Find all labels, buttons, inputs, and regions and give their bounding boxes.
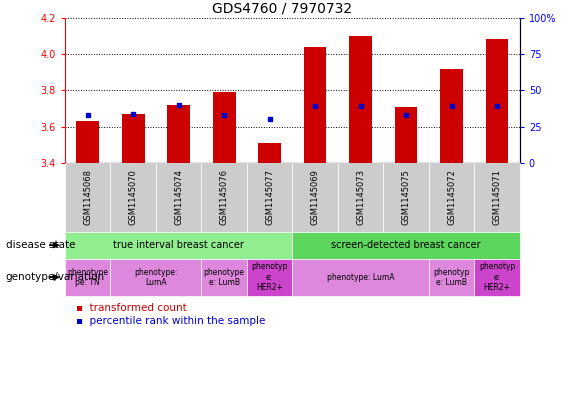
Text: GSM1145072: GSM1145072 bbox=[447, 169, 456, 226]
Bar bbox=[122, 114, 145, 163]
Text: phenotype
pe: TN: phenotype pe: TN bbox=[67, 268, 108, 287]
Text: phenotyp
e: LumB: phenotyp e: LumB bbox=[433, 268, 470, 287]
Bar bbox=[167, 105, 190, 163]
Text: GSM1145068: GSM1145068 bbox=[83, 169, 92, 226]
Text: true interval breast cancer: true interval breast cancer bbox=[113, 240, 244, 250]
Text: GSM1145077: GSM1145077 bbox=[265, 169, 274, 226]
Text: GDS4760 / 7970732: GDS4760 / 7970732 bbox=[212, 2, 353, 16]
Text: GSM1145073: GSM1145073 bbox=[356, 169, 365, 226]
Bar bbox=[395, 107, 418, 163]
Text: phenotyp
e:
HER2+: phenotyp e: HER2+ bbox=[479, 263, 515, 292]
Text: phenotyp
e:
HER2+: phenotyp e: HER2+ bbox=[251, 263, 288, 292]
Bar bbox=[213, 92, 236, 163]
Text: screen-detected breast cancer: screen-detected breast cancer bbox=[331, 240, 481, 250]
Text: GSM1145076: GSM1145076 bbox=[220, 169, 229, 226]
Bar bbox=[349, 36, 372, 163]
Text: ▪  percentile rank within the sample: ▪ percentile rank within the sample bbox=[76, 316, 266, 327]
Bar bbox=[304, 47, 327, 163]
Text: GSM1145071: GSM1145071 bbox=[493, 169, 502, 226]
Text: GSM1145069: GSM1145069 bbox=[311, 169, 320, 226]
Text: disease state: disease state bbox=[6, 240, 75, 250]
Text: GSM1145070: GSM1145070 bbox=[129, 169, 138, 226]
Text: phenotype:
LumA: phenotype: LumA bbox=[134, 268, 177, 287]
Bar bbox=[76, 121, 99, 163]
Bar bbox=[440, 68, 463, 163]
Text: phenotype
e: LumB: phenotype e: LumB bbox=[203, 268, 245, 287]
Text: genotype/variation: genotype/variation bbox=[6, 272, 105, 282]
Text: GSM1145074: GSM1145074 bbox=[174, 169, 183, 226]
Text: phenotype: LumA: phenotype: LumA bbox=[327, 273, 394, 282]
Text: GSM1145075: GSM1145075 bbox=[402, 169, 411, 226]
Bar bbox=[258, 143, 281, 163]
Bar bbox=[486, 39, 508, 163]
Text: ▪  transformed count: ▪ transformed count bbox=[76, 303, 187, 313]
